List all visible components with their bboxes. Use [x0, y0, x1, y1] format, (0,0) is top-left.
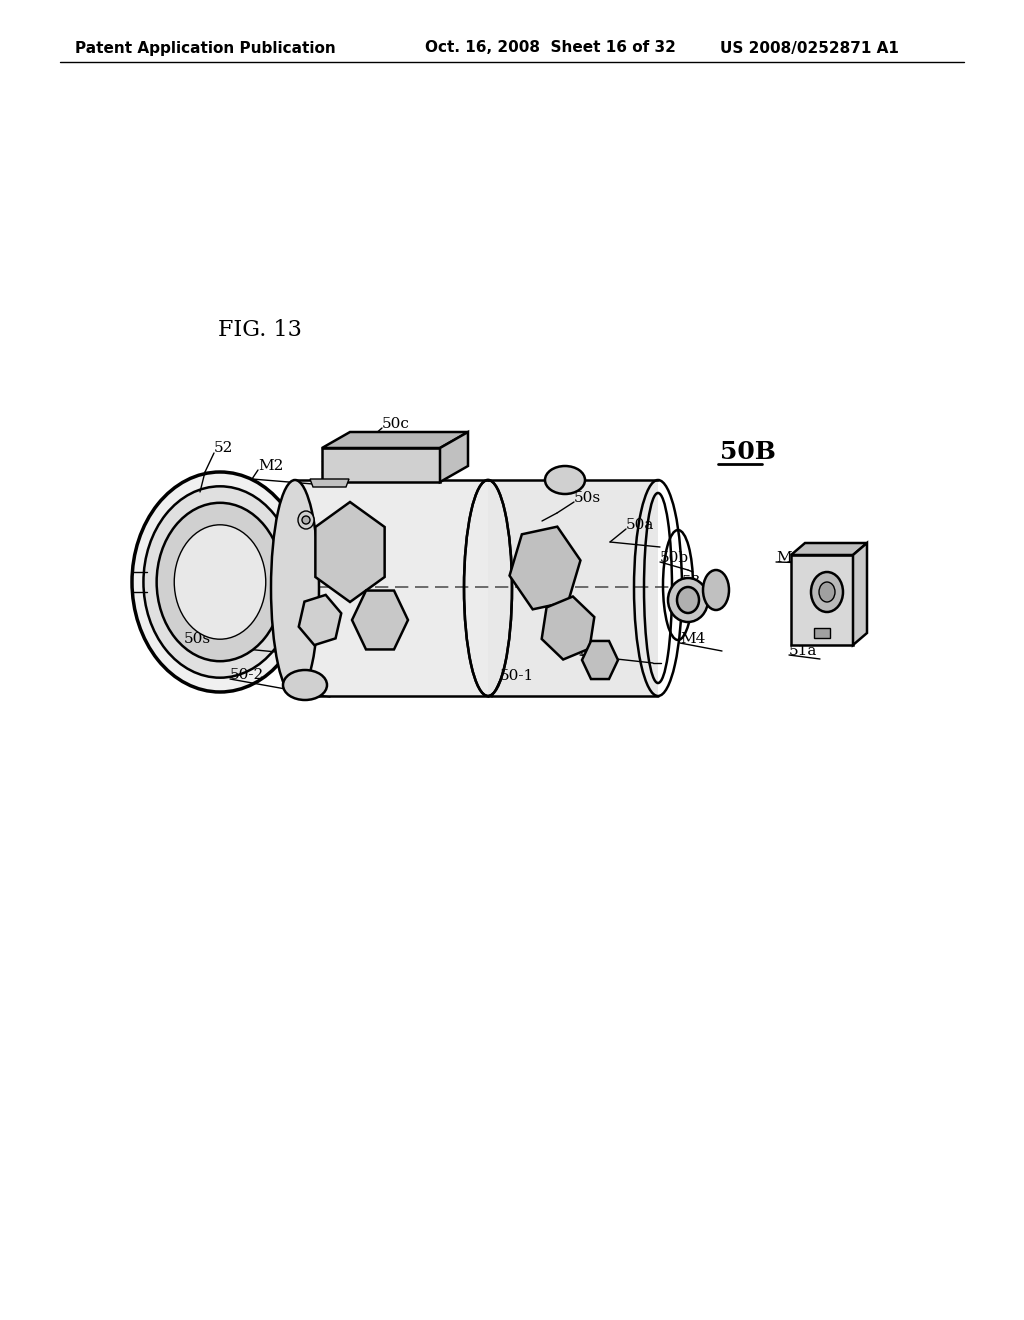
Ellipse shape	[302, 516, 310, 524]
Text: 50s: 50s	[184, 632, 211, 645]
Ellipse shape	[174, 525, 266, 639]
Text: Patent Application Publication: Patent Application Publication	[75, 41, 336, 55]
Ellipse shape	[157, 503, 284, 661]
Ellipse shape	[677, 587, 699, 612]
Ellipse shape	[143, 486, 297, 677]
Text: Oct. 16, 2008  Sheet 16 of 32: Oct. 16, 2008 Sheet 16 of 32	[425, 41, 676, 55]
Ellipse shape	[811, 572, 843, 612]
Text: 50z: 50z	[580, 644, 607, 657]
Polygon shape	[440, 432, 468, 482]
Ellipse shape	[132, 473, 308, 692]
Text: 51: 51	[803, 550, 822, 565]
Text: 52: 52	[214, 441, 233, 455]
Polygon shape	[510, 527, 581, 610]
Text: 50-1: 50-1	[500, 669, 535, 682]
Polygon shape	[853, 543, 867, 645]
Ellipse shape	[703, 570, 729, 610]
Polygon shape	[310, 479, 349, 487]
Text: 51a: 51a	[790, 644, 817, 657]
Polygon shape	[352, 590, 408, 649]
Text: FIG. 13: FIG. 13	[218, 319, 302, 341]
Text: 50c: 50c	[382, 417, 410, 432]
Ellipse shape	[271, 480, 319, 696]
Text: M4: M4	[680, 632, 706, 645]
Text: 50-2: 50-2	[230, 668, 264, 682]
Text: 50b: 50b	[660, 550, 689, 565]
Polygon shape	[295, 480, 488, 696]
Polygon shape	[322, 447, 440, 482]
Text: 50a: 50a	[626, 517, 654, 532]
Ellipse shape	[298, 511, 314, 529]
Text: 50s: 50s	[574, 491, 601, 506]
Ellipse shape	[819, 582, 835, 602]
Polygon shape	[488, 480, 658, 696]
Polygon shape	[322, 432, 468, 447]
Polygon shape	[299, 595, 341, 645]
Text: 50B: 50B	[720, 440, 776, 465]
Polygon shape	[791, 554, 853, 645]
Polygon shape	[582, 642, 618, 678]
Text: 53: 53	[682, 576, 701, 589]
Text: M3: M3	[680, 602, 706, 616]
Ellipse shape	[545, 466, 585, 494]
Ellipse shape	[668, 578, 708, 622]
Ellipse shape	[283, 671, 327, 700]
Polygon shape	[814, 628, 830, 638]
Text: M1: M1	[776, 550, 802, 565]
Polygon shape	[315, 502, 385, 602]
Polygon shape	[542, 597, 594, 660]
Text: M2: M2	[258, 459, 284, 473]
Text: US 2008/0252871 A1: US 2008/0252871 A1	[720, 41, 899, 55]
Polygon shape	[791, 543, 867, 554]
